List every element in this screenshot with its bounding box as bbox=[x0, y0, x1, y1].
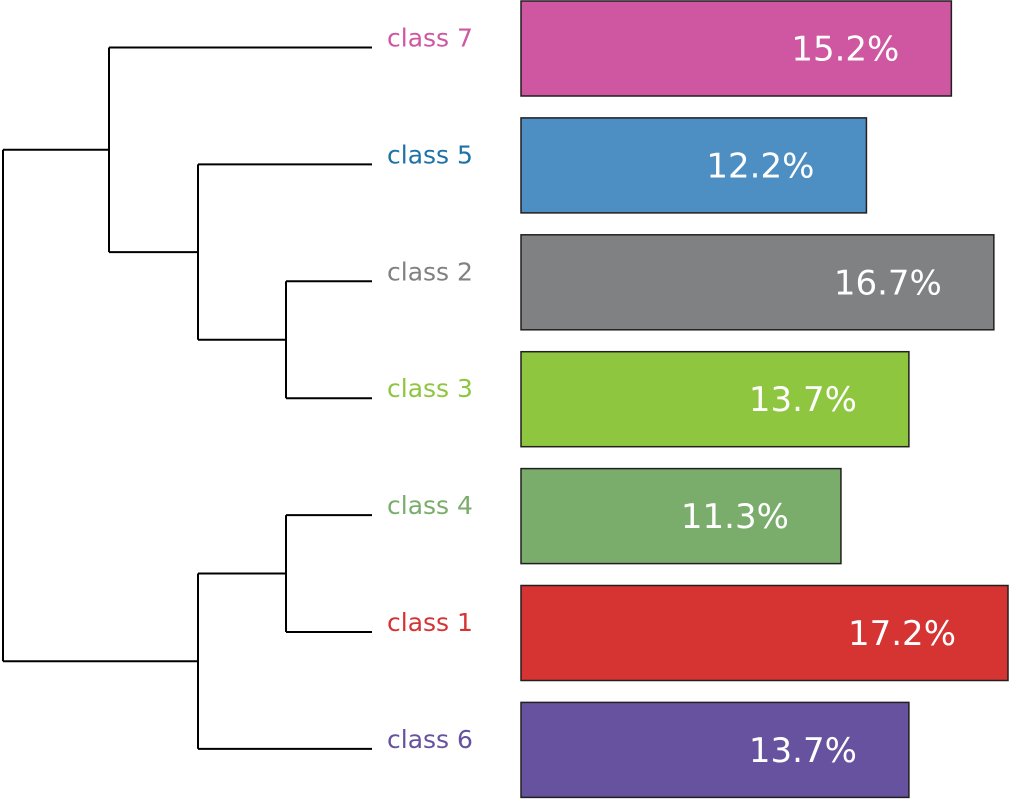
class-labels: class 7 class 5 class 2 class 3 class 4 class… bbox=[387, 24, 473, 754]
class-label: class 1 bbox=[387, 608, 473, 637]
class-label: class 2 bbox=[387, 257, 473, 286]
bar-class-2 bbox=[520, 234, 995, 331]
class-label: class 6 bbox=[387, 725, 473, 754]
bar-class-5 bbox=[520, 117, 868, 214]
class-label: class 4 bbox=[387, 491, 473, 520]
class-label: class 7 bbox=[387, 24, 473, 53]
value-label: 16.7% bbox=[834, 263, 942, 303]
bar-class-7 bbox=[520, 0, 953, 97]
bar-class-3 bbox=[520, 350, 910, 448]
bars bbox=[520, 0, 1009, 799]
class-label: class 3 bbox=[387, 374, 473, 403]
value-label: 13.7% bbox=[749, 380, 857, 420]
bar-class-6 bbox=[520, 701, 910, 799]
class-label: class 5 bbox=[387, 140, 473, 169]
bar-class-4 bbox=[520, 467, 842, 565]
bar-class-1 bbox=[520, 584, 1009, 682]
value-label: 13.7% bbox=[749, 731, 857, 771]
value-labels: 15.2% 12.2% 16.7% 13.7% 11.3% 17.2% 13.7% bbox=[681, 30, 956, 771]
dendrogram bbox=[2, 46, 372, 750]
value-label: 11.3% bbox=[681, 497, 789, 537]
value-label: 15.2% bbox=[791, 30, 899, 70]
value-label: 12.2% bbox=[706, 146, 814, 186]
value-label: 17.2% bbox=[848, 614, 956, 654]
